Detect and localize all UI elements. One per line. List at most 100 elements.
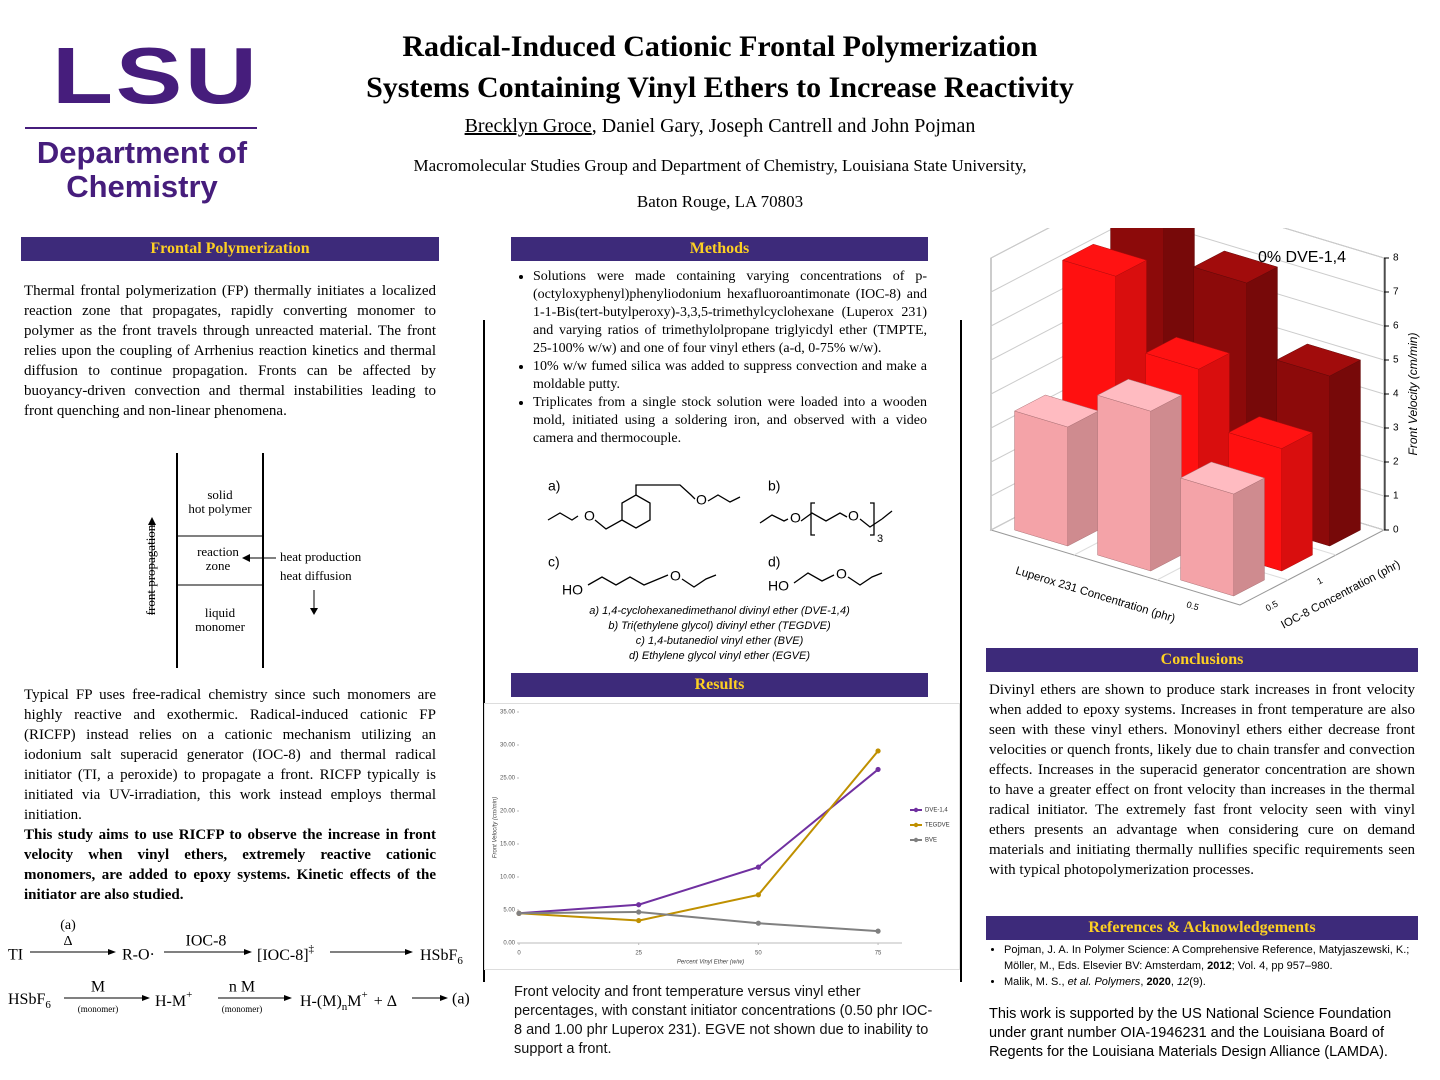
series-line bbox=[518, 768, 879, 915]
z-tick-label: 4 bbox=[1393, 389, 1399, 400]
bar-side bbox=[1067, 410, 1099, 547]
bond bbox=[681, 574, 717, 588]
condition: (monomer) bbox=[78, 1004, 119, 1014]
reference: Malik, M. S., et al. Polymers, 2020, 12(… bbox=[1004, 974, 1418, 990]
species-part: [IOC-8] bbox=[257, 947, 309, 964]
bar bbox=[1179, 461, 1266, 597]
aim-text: This study aims to use RICFP to observe … bbox=[24, 827, 436, 903]
z-tick-label: 7 bbox=[1393, 287, 1399, 298]
superscript: + bbox=[362, 989, 368, 1001]
acknowledgement: This work is supported by the US Nationa… bbox=[989, 1006, 1392, 1060]
structure-c: c) HO O bbox=[548, 554, 717, 598]
y-tick-label: 20.00 bbox=[500, 809, 516, 815]
superscript: ‡ bbox=[309, 943, 315, 955]
structure-label: d) bbox=[768, 554, 780, 570]
bar-top bbox=[1179, 461, 1266, 495]
ref-part: 2012 bbox=[1207, 960, 1232, 972]
paragraph: Thermal frontal polymerization (FP) ther… bbox=[24, 283, 436, 419]
species-part: M bbox=[347, 993, 361, 1010]
atom: O bbox=[790, 510, 801, 526]
bond bbox=[547, 512, 579, 521]
depth-tick-label: 0.5 bbox=[1264, 599, 1280, 614]
x-tick-label: 0 bbox=[517, 951, 521, 957]
atom: O bbox=[696, 492, 707, 508]
y-tick-label: 0.00 bbox=[503, 941, 515, 947]
section-heading: Conclusions bbox=[986, 648, 1418, 672]
bond bbox=[800, 512, 848, 522]
point bbox=[636, 917, 642, 924]
scheme-row: HSbF6 M (monomer) H-M+ n M (monomer) H-(… bbox=[8, 979, 470, 1014]
legend-swatch bbox=[913, 837, 919, 843]
x-tick-label: 50 bbox=[755, 951, 762, 957]
ref-part: 12 bbox=[1177, 976, 1190, 988]
bar bbox=[1096, 378, 1183, 572]
ref-part: et al. Polymers bbox=[1067, 976, 1141, 988]
section-heading: Frontal Polymerization bbox=[21, 237, 439, 261]
ref-part: , bbox=[1140, 976, 1147, 988]
structures: a) O O b) O O 3 c) HO O d) HO O bbox=[547, 478, 893, 598]
y-tick-label: 30.00 bbox=[500, 743, 516, 749]
line-chart: 0.00 5.00 10.00 15.00 20.00 25.00 30.00 35.00 0 2… bbox=[484, 703, 960, 970]
figure-caption: Front velocity and front temperature ver… bbox=[514, 984, 933, 1057]
section-heading: Results bbox=[511, 673, 928, 697]
legend-label: DVE-1,4 bbox=[925, 808, 948, 814]
repeat-count: 3 bbox=[877, 533, 883, 545]
point bbox=[875, 928, 881, 934]
bar-side bbox=[1233, 477, 1265, 597]
logo-rule bbox=[25, 127, 257, 129]
affiliation: Baton Rouge, LA 70803 bbox=[636, 192, 804, 211]
superscript: + bbox=[186, 989, 192, 1001]
species: TI bbox=[8, 947, 23, 964]
legend-swatch bbox=[913, 822, 919, 828]
point bbox=[755, 920, 761, 926]
arrow-head bbox=[142, 995, 150, 1001]
y-axis-title: Front Velocity (cm/min) bbox=[493, 797, 499, 858]
condition: n M bbox=[229, 979, 255, 996]
arrow-head bbox=[242, 554, 250, 562]
affiliation: Macromolecular Studies Group and Departm… bbox=[413, 156, 1027, 175]
y-tick-label: 35.00 bbox=[500, 710, 516, 716]
ref-part: Malik, M. S., bbox=[1004, 976, 1068, 988]
bar-top bbox=[1275, 343, 1362, 377]
grid-line bbox=[990, 228, 1385, 259]
arrow-head bbox=[244, 949, 252, 955]
column-divider bbox=[483, 320, 485, 982]
arrow-head bbox=[284, 995, 292, 1001]
atom: O bbox=[584, 508, 595, 524]
grid-line bbox=[990, 228, 1385, 293]
bond bbox=[587, 574, 669, 586]
diagram-label: liquid bbox=[205, 605, 236, 620]
point bbox=[516, 910, 522, 916]
bond bbox=[707, 494, 741, 503]
reference: Pojman, J. A. In Polymer Science: A Comp… bbox=[1004, 942, 1418, 974]
y-tick-label: 25.00 bbox=[500, 776, 516, 782]
bar bbox=[1275, 343, 1362, 547]
column-divider bbox=[960, 320, 962, 982]
condition: M bbox=[91, 979, 105, 996]
z-tick-label: 5 bbox=[1393, 355, 1399, 366]
bullet: Triplicates from a single stock solution… bbox=[533, 394, 927, 448]
z-tick-label: 6 bbox=[1393, 321, 1399, 332]
z-tick-label: 2 bbox=[1393, 457, 1399, 468]
diagram-label: heat production bbox=[280, 549, 362, 564]
diagram-label: zone bbox=[206, 558, 231, 573]
caption: a) 1,4-cyclohexanedimethanol divinyl eth… bbox=[589, 605, 850, 617]
arrow-head bbox=[440, 995, 448, 1001]
species: R-O· bbox=[122, 947, 155, 964]
structure-label: b) bbox=[768, 478, 780, 494]
diagram-label: reaction bbox=[197, 544, 239, 559]
reaction-scheme: TI (a) Δ R-O· IOC-8 [IOC-8]‡ HSbF6 HSbF6… bbox=[8, 918, 470, 1014]
bond bbox=[847, 572, 883, 586]
series-line bbox=[518, 910, 879, 933]
caption: d) Ethylene glycol vinyl ether (EGVE) bbox=[629, 650, 810, 662]
species-part: H-(M) bbox=[300, 993, 342, 1010]
atom: HO bbox=[562, 582, 583, 598]
bar-top bbox=[1096, 378, 1183, 412]
ref-part: ; Vol. 4, pp 957–980. bbox=[1231, 960, 1333, 972]
structure-a: a) O O bbox=[547, 478, 741, 530]
references: Pojman, J. A. In Polymer Science: A Comp… bbox=[988, 942, 1418, 990]
lsu-wordmark: LSU bbox=[52, 31, 260, 120]
bar-front bbox=[1180, 477, 1234, 597]
department-line: Department of bbox=[36, 135, 248, 170]
bar-top bbox=[1013, 394, 1100, 428]
